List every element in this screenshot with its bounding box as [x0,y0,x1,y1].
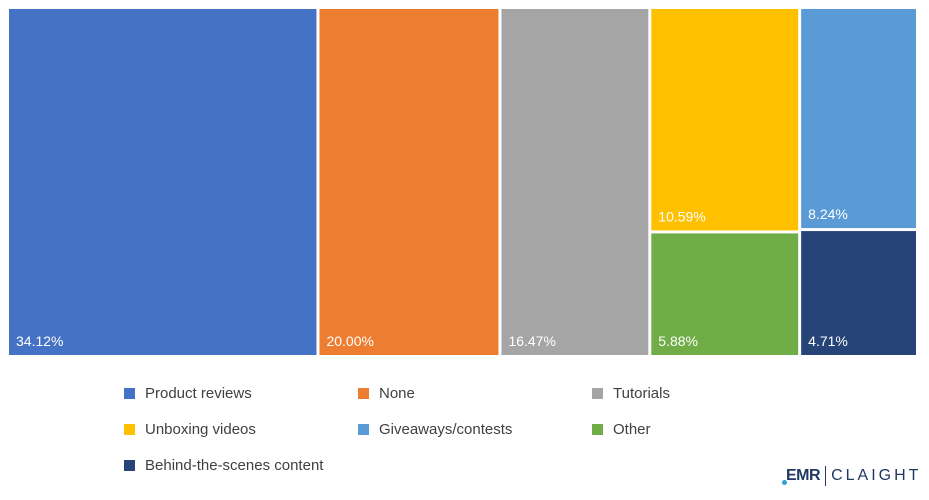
tile-none [319,9,499,355]
logo-mark-text: EMR [786,467,821,484]
logo-mark: EMR [782,467,821,485]
tile-tutorials [501,9,649,355]
logo-dot-icon [782,480,787,485]
tile-product-reviews [9,9,317,355]
tile-unboxing-videos [651,9,799,231]
tile-value-label-tutorials: 16.47% [508,333,555,349]
tile-giveaways-contests [801,9,916,229]
tile-other [651,233,799,355]
tile-value-label-other: 5.88% [658,333,698,349]
logo-divider [825,466,827,486]
logo-word: CLAIGHT [831,467,922,484]
tile-value-label-product-reviews: 34.12% [16,333,63,349]
tile-behind-the-scenes-content [801,231,916,355]
tile-value-label-unboxing-videos: 10.59% [658,208,705,224]
tile-value-label-behind-the-scenes-content: 4.71% [808,333,848,349]
tile-value-label-none: 20.00% [326,333,373,349]
brand-logo: EMR CLAIGHT [782,462,922,490]
tile-value-label-giveaways-contests: 8.24% [808,206,848,222]
